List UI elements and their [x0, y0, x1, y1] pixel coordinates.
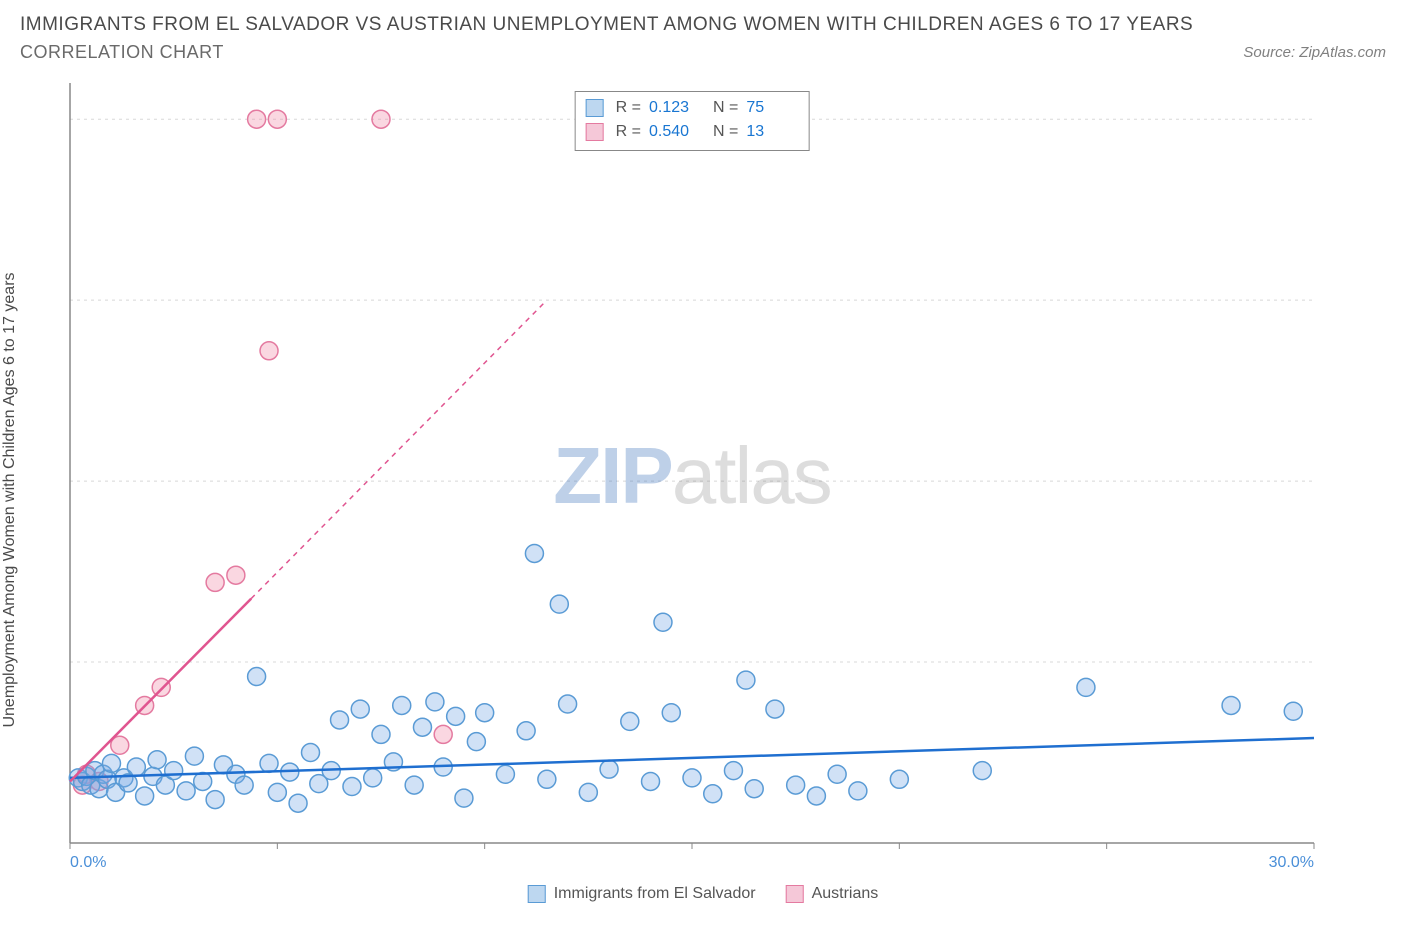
- legend-label-0: Immigrants from El Salvador: [554, 885, 756, 903]
- r-label-0: R =: [616, 96, 641, 120]
- svg-text:30.0%: 30.0%: [1269, 854, 1314, 871]
- subtitle-row: CORRELATION CHART Source: ZipAtlas.com: [20, 42, 1386, 63]
- legend-swatch-0: [528, 885, 546, 903]
- legend-label-1: Austrians: [812, 885, 879, 903]
- plot-area: ZIPatlas R = 0.123 N = 75 R = 0.540 N = …: [68, 81, 1316, 871]
- legend-swatch-1: [786, 885, 804, 903]
- source-text: Source: ZipAtlas.com: [1243, 44, 1386, 61]
- stats-legend: R = 0.123 N = 75 R = 0.540 N = 13: [575, 91, 810, 151]
- chart-title: IMMIGRANTS FROM EL SALVADOR VS AUSTRIAN …: [20, 14, 1386, 36]
- legend-item-1: Austrians: [786, 885, 879, 903]
- stats-row-1: R = 0.540 N = 13: [586, 120, 799, 144]
- stats-row-0: R = 0.123 N = 75: [586, 96, 799, 120]
- r-label-1: R =: [616, 120, 641, 144]
- y-axis-label: Unemployment Among Women with Children A…: [1, 272, 19, 727]
- n-value-1: 13: [746, 120, 798, 144]
- source-name: ZipAtlas.com: [1299, 44, 1386, 61]
- legend-item-0: Immigrants from El Salvador: [528, 885, 756, 903]
- svg-text:0.0%: 0.0%: [70, 854, 106, 871]
- chart-area: Unemployment Among Women with Children A…: [20, 71, 1386, 911]
- r-value-0: 0.123: [649, 96, 701, 120]
- scatter-svg: 25.0%50.0%75.0%100.0%0.0%30.0%: [68, 81, 1316, 871]
- swatch-0: [586, 99, 604, 117]
- n-label-1: N =: [713, 120, 738, 144]
- n-label-0: N =: [713, 96, 738, 120]
- chart-container: IMMIGRANTS FROM EL SALVADOR VS AUSTRIAN …: [0, 0, 1406, 930]
- source-prefix: Source:: [1243, 44, 1299, 61]
- r-value-1: 0.540: [649, 120, 701, 144]
- n-value-0: 75: [746, 96, 798, 120]
- swatch-1: [586, 123, 604, 141]
- bottom-legend: Immigrants from El Salvador Austrians: [528, 885, 879, 903]
- chart-subtitle: CORRELATION CHART: [20, 42, 224, 63]
